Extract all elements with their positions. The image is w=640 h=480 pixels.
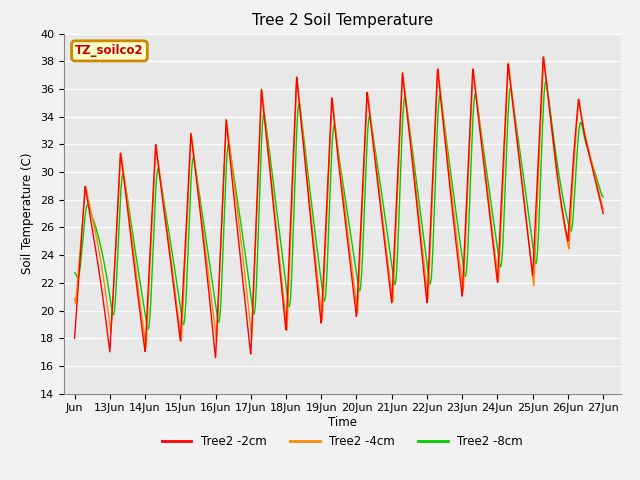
Y-axis label: Soil Temperature (C): Soil Temperature (C) [22, 153, 35, 275]
Title: Tree 2 Soil Temperature: Tree 2 Soil Temperature [252, 13, 433, 28]
X-axis label: Time: Time [328, 416, 357, 429]
Text: TZ_soilco2: TZ_soilco2 [75, 44, 144, 58]
Legend: Tree2 -2cm, Tree2 -4cm, Tree2 -8cm: Tree2 -2cm, Tree2 -4cm, Tree2 -8cm [157, 430, 528, 453]
